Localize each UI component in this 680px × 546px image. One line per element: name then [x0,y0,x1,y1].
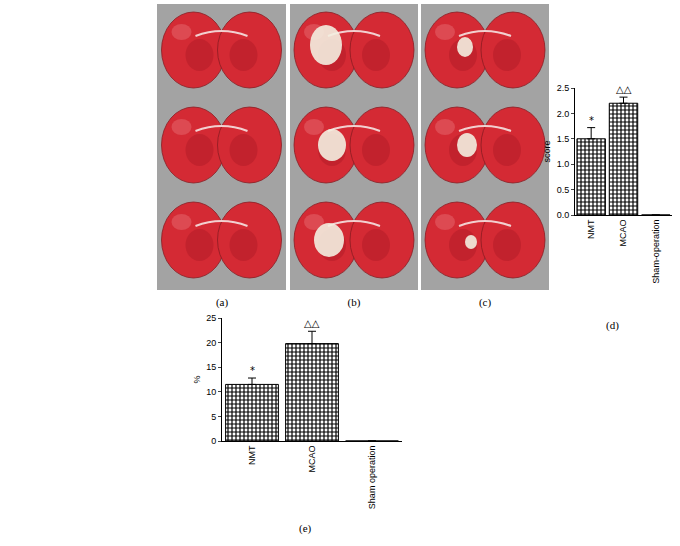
svg-text:20: 20 [206,338,216,348]
html-text:(b): (b) [347,296,361,308]
svg-text:(e): (e) [299,522,312,535]
svg-text:MCAO: MCAO [618,220,628,247]
svg-text:1.0: 1.0 [557,159,570,169]
svg-text:1.5: 1.5 [557,134,570,144]
svg-text:15: 15 [206,362,216,372]
svg-text:(d): (d) [606,319,619,332]
svg-text:NMT: NMT [586,219,596,239]
svg-text:5: 5 [211,412,216,422]
svg-text:score: score [542,140,552,162]
svg-text:%: % [192,375,202,383]
svg-text:0: 0 [211,436,216,446]
svg-text:*: * [250,365,255,376]
svg-text:Sham operation: Sham operation [367,446,377,510]
svg-text:25: 25 [206,313,216,323]
svg-text:2.0: 2.0 [557,109,570,119]
svg-text:0.5: 0.5 [557,185,570,195]
html-text:(c): (c) [478,296,492,308]
svg-text:MCAO: MCAO [307,446,317,473]
svg-text:10: 10 [206,387,216,397]
svg-text:△△: △△ [304,318,320,329]
svg-text:△△: △△ [616,84,632,95]
html-text:(a): (a) [215,296,229,308]
svg-text:*: * [589,115,594,126]
svg-text:NMT: NMT [247,445,257,465]
svg-text:2.5: 2.5 [557,83,570,93]
svg-text:Sham-operation: Sham-operation [651,220,661,284]
svg-text:0.0: 0.0 [557,210,570,220]
